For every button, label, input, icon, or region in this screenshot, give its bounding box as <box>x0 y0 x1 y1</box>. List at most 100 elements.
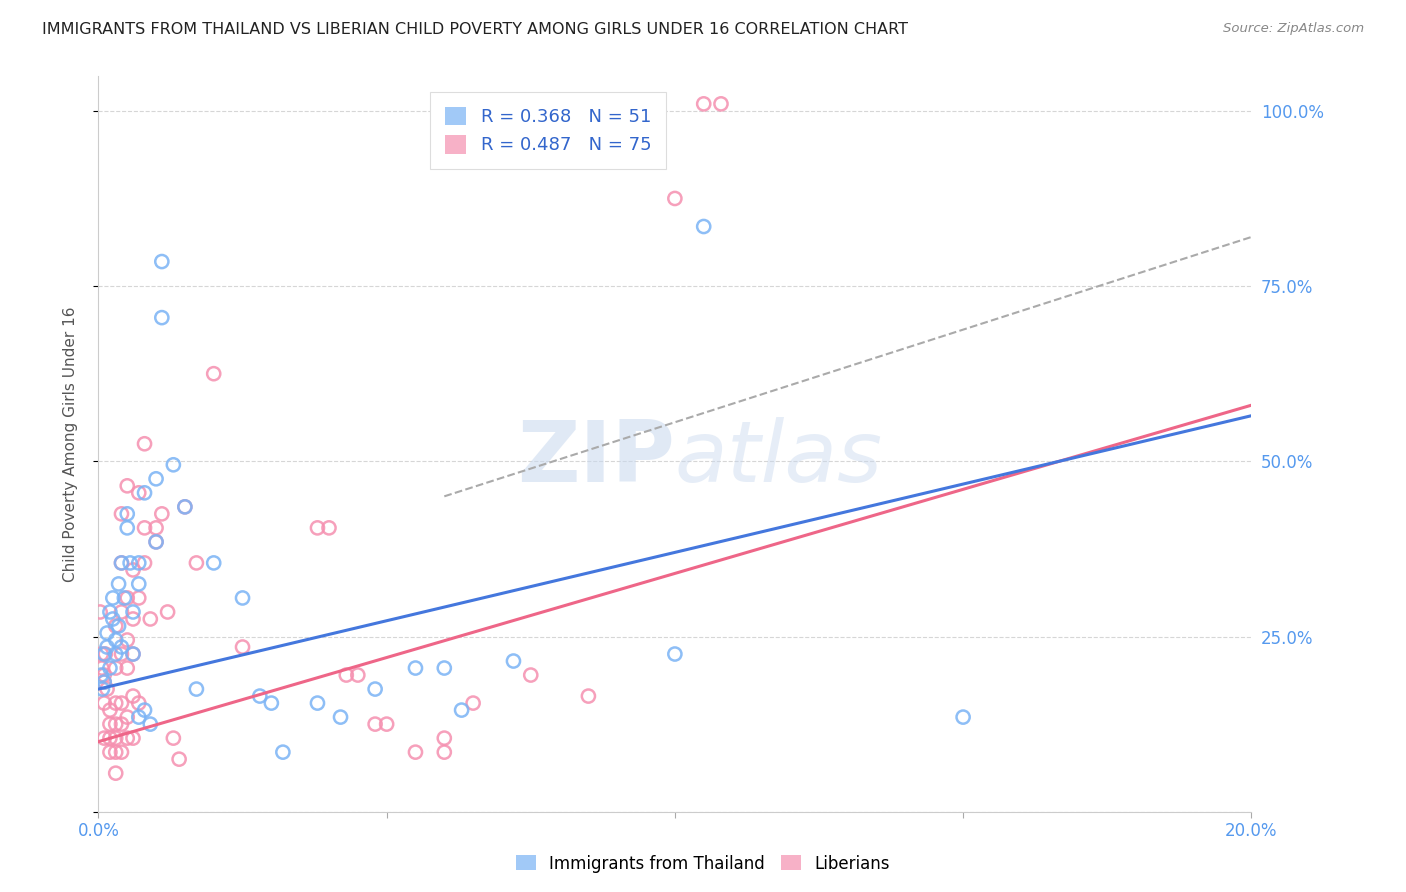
Point <box>461 696 484 710</box>
Point <box>91 682 114 697</box>
Point <box>104 717 127 731</box>
Point <box>139 717 162 731</box>
Point <box>249 689 271 703</box>
Point <box>110 507 132 521</box>
Point <box>150 310 173 325</box>
Point <box>120 556 142 570</box>
Point <box>502 654 524 668</box>
Point <box>520 668 543 682</box>
Point <box>104 633 127 648</box>
Point <box>98 703 121 717</box>
Point <box>122 647 145 661</box>
Legend: Immigrants from Thailand, Liberians: Immigrants from Thailand, Liberians <box>509 848 897 880</box>
Point <box>329 710 352 724</box>
Text: ZIP: ZIP <box>517 417 675 500</box>
Point <box>104 745 127 759</box>
Point <box>104 619 127 633</box>
Point <box>307 696 329 710</box>
Point <box>93 675 115 690</box>
Point <box>318 521 340 535</box>
Point <box>186 682 208 697</box>
Point <box>174 500 197 514</box>
Point <box>162 731 184 746</box>
Point <box>664 647 686 661</box>
Point <box>122 647 145 661</box>
Text: Source: ZipAtlas.com: Source: ZipAtlas.com <box>1223 22 1364 36</box>
Legend: R = 0.368   N = 51, R = 0.487   N = 75: R = 0.368 N = 51, R = 0.487 N = 75 <box>430 92 666 169</box>
Point <box>93 647 115 661</box>
Point <box>128 696 150 710</box>
Point <box>98 717 121 731</box>
Point <box>94 647 117 661</box>
Point <box>202 556 225 570</box>
Point <box>117 731 139 746</box>
Point <box>260 696 283 710</box>
Point <box>664 192 686 206</box>
Point <box>162 458 184 472</box>
Point <box>110 605 132 619</box>
Point <box>710 96 733 111</box>
Point <box>128 710 150 724</box>
Point <box>335 668 357 682</box>
Point <box>364 717 387 731</box>
Point <box>117 661 139 675</box>
Point <box>104 766 127 780</box>
Point <box>89 605 111 619</box>
Point <box>107 619 129 633</box>
Point <box>104 731 127 746</box>
Point <box>346 668 368 682</box>
Point <box>117 710 139 724</box>
Point <box>156 605 179 619</box>
Y-axis label: Child Poverty Among Girls Under 16: Child Poverty Among Girls Under 16 <box>63 306 77 582</box>
Point <box>122 689 145 703</box>
Point <box>117 507 139 521</box>
Point <box>90 661 112 675</box>
Point <box>104 696 127 710</box>
Point <box>110 717 132 731</box>
Point <box>110 696 132 710</box>
Point <box>93 668 115 682</box>
Point <box>433 745 456 759</box>
Point <box>112 591 135 605</box>
Point <box>93 675 115 690</box>
Point <box>104 661 127 675</box>
Point <box>150 254 173 268</box>
Point <box>122 612 145 626</box>
Point <box>405 745 427 759</box>
Point <box>98 661 121 675</box>
Point <box>122 563 145 577</box>
Point <box>117 479 139 493</box>
Point <box>450 703 472 717</box>
Text: atlas: atlas <box>675 417 883 500</box>
Point <box>110 745 132 759</box>
Point <box>433 731 456 746</box>
Point <box>167 752 190 766</box>
Point <box>134 556 156 570</box>
Point <box>117 633 139 648</box>
Point <box>101 612 124 626</box>
Point <box>122 731 145 746</box>
Point <box>110 640 132 654</box>
Point <box>134 521 156 535</box>
Point <box>98 745 121 759</box>
Point <box>128 556 150 570</box>
Point <box>145 534 167 549</box>
Point <box>150 507 173 521</box>
Point <box>174 500 197 514</box>
Point <box>96 626 118 640</box>
Point <box>117 591 139 605</box>
Point <box>101 591 124 605</box>
Point <box>107 577 129 591</box>
Point <box>271 745 294 759</box>
Point <box>93 696 115 710</box>
Point <box>139 612 162 626</box>
Point <box>90 668 112 682</box>
Point <box>375 717 398 731</box>
Point <box>405 661 427 675</box>
Point <box>231 640 254 654</box>
Point <box>145 472 167 486</box>
Point <box>134 703 156 717</box>
Point <box>134 436 156 450</box>
Point <box>128 485 150 500</box>
Point <box>364 682 387 697</box>
